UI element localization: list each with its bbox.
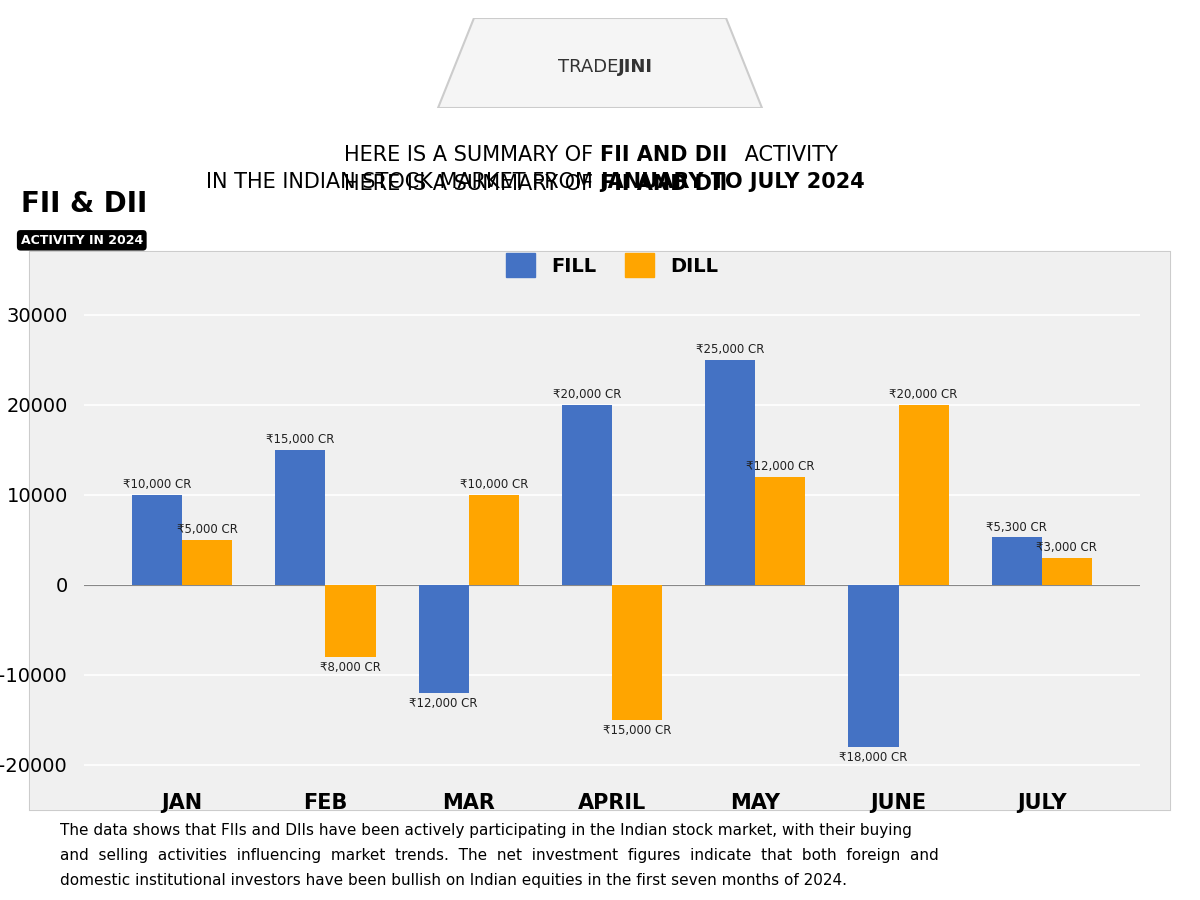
Bar <box>706 360 755 585</box>
Polygon shape <box>438 18 762 108</box>
Bar <box>325 585 376 657</box>
Text: ₹12,000 CR: ₹12,000 CR <box>409 697 478 709</box>
Text: ₹15,000 CR: ₹15,000 CR <box>266 434 335 446</box>
Text: ₹8,000 CR: ₹8,000 CR <box>320 661 380 673</box>
Text: FII AND DII: FII AND DII <box>600 145 727 165</box>
Text: The data shows that FIIs and DIIs have been actively participating in the Indian: The data shows that FIIs and DIIs have b… <box>60 824 938 887</box>
Bar <box>1042 558 1092 585</box>
Text: ₹5,300 CR: ₹5,300 CR <box>986 521 1048 534</box>
Text: ₹10,000 CR: ₹10,000 CR <box>460 479 528 491</box>
Text: JANUARY TO JULY 2024: JANUARY TO JULY 2024 <box>600 172 865 192</box>
Bar <box>899 405 949 585</box>
Text: FII AND DII: FII AND DII <box>600 175 727 194</box>
Bar <box>991 537 1042 585</box>
Bar <box>755 477 805 585</box>
Text: ACTIVITY: ACTIVITY <box>738 145 838 165</box>
Bar <box>469 495 518 585</box>
Bar <box>848 585 899 747</box>
Text: ₹3,000 CR: ₹3,000 CR <box>1037 542 1097 554</box>
Text: ₹5,000 CR: ₹5,000 CR <box>176 524 238 536</box>
Text: ₹10,000 CR: ₹10,000 CR <box>122 479 191 491</box>
Bar <box>419 585 469 693</box>
Text: FII & DII: FII & DII <box>20 190 146 218</box>
Bar <box>132 495 182 585</box>
Bar <box>182 540 233 585</box>
Text: ₹20,000 CR: ₹20,000 CR <box>553 389 622 401</box>
Legend: FILL, DILL: FILL, DILL <box>497 244 727 287</box>
Text: JINI: JINI <box>618 58 653 76</box>
Bar <box>275 450 325 585</box>
Text: HERE IS A SUMMARY OF: HERE IS A SUMMARY OF <box>344 175 600 194</box>
Text: ₹20,000 CR: ₹20,000 CR <box>889 389 958 401</box>
Text: ₹15,000 CR: ₹15,000 CR <box>602 724 671 736</box>
Text: ACTIVITY IN 2024: ACTIVITY IN 2024 <box>20 234 143 247</box>
Bar <box>612 585 662 720</box>
Text: TRADE: TRADE <box>558 58 618 76</box>
Text: HERE IS A SUMMARY OF: HERE IS A SUMMARY OF <box>344 145 600 165</box>
Text: ₹12,000 CR: ₹12,000 CR <box>746 461 815 473</box>
Text: ₹25,000 CR: ₹25,000 CR <box>696 344 764 356</box>
Bar <box>562 405 612 585</box>
Text: ₹18,000 CR: ₹18,000 CR <box>839 751 907 763</box>
Text: IN THE INDIAN STOCK MARKET FROM: IN THE INDIAN STOCK MARKET FROM <box>206 172 600 192</box>
